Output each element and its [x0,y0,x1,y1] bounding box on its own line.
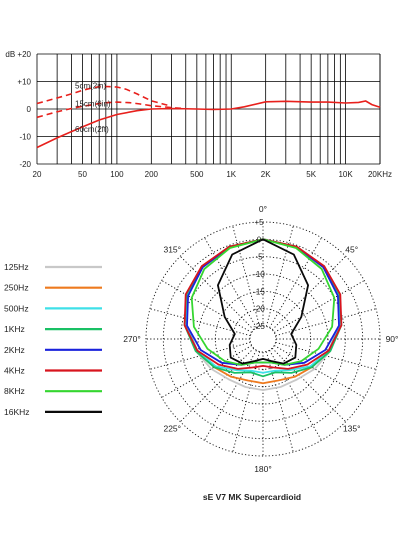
polar-spoke [275,308,377,337]
freq-x-tick-label: 500 [190,170,204,179]
polar-angle-label: 315° [163,244,181,254]
polar-spoke [274,345,365,398]
freq-x-tick-label: 50 [78,170,87,179]
legend: 125Hz 250Hz 500Hz 1KHz 2KHz 4KHz 8KHz 16KHz [4,262,102,417]
polar-series-line [190,238,336,366]
freq-y-tick-label: +10 [17,78,31,87]
polar-ring-label: -15 [253,287,265,296]
polar-series-line [217,238,309,365]
polar-angle-label: 135° [343,424,361,434]
polar-ring-label: -25 [253,322,265,331]
legend-label: 8KHz [4,386,25,396]
polar-spoke [161,345,252,398]
polar-spoke [204,237,257,328]
polar-spoke [161,280,252,333]
polar-angle-labels: 0° 45° 90° 135° 180° 225° 270° 315° [123,204,398,474]
freq-series-lines [36,85,381,149]
polar-angle-label: 180° [254,464,272,474]
freq-x-tick-label: 2K [261,170,271,179]
freq-x-tick-label: 100 [110,170,124,179]
freq-series-label: 15cm(6in) [75,100,111,109]
polar-spoke [179,255,255,331]
polar-spoke [271,255,347,331]
polar-ring-label: -10 [253,270,265,279]
polar-ring-label: 0 [257,235,262,244]
freq-y-tick-label: -10 [19,133,31,142]
polar-spoke [269,237,322,328]
freq-x-tick-label: 10K [338,170,353,179]
freq-tick-labels: 20 50 100 200 500 1K 2K 5K 10K 20KHz dB +20 +10 0 -10… [5,50,392,179]
chart-title: sE V7 MK Supercardioid [203,492,301,502]
polar-angle-label: 225° [163,424,181,434]
polar-grid [145,221,381,457]
polar-spoke [265,351,294,453]
polar-series-line [183,238,343,370]
legend-label: 2KHz [4,345,25,355]
legend-label: 500Hz [4,303,29,313]
freq-series-label: 5cm(2in) [75,82,106,91]
freq-x-tick-label: 5K [306,170,316,179]
legend-label: 1KHz [4,324,25,334]
freq-x-tick-label: 20 [33,170,42,179]
freq-series-line [36,101,186,119]
legend-label: 250Hz [4,283,29,293]
legend-label: 4KHz [4,366,25,376]
polar-spoke [232,351,261,453]
polar-ring [180,256,346,422]
polar-ring-label: -5 [255,253,263,262]
freq-series-line [36,100,381,149]
legend-label: 16KHz [4,407,30,417]
polar-spoke [204,350,257,441]
polar-spoke [232,225,261,327]
freq-x-tick-label: 200 [145,170,159,179]
polar-series-lines [183,238,343,391]
polar-angle-label: 0° [259,204,267,214]
freq-y-tick-label: dB +20 [5,50,31,59]
polar-spoke [274,280,365,333]
polar-spoke [271,347,347,423]
polar-spoke [265,225,294,327]
freq-x-tick-label: 20KHz [368,170,392,179]
polar-ring-label: +5 [254,218,264,227]
freq-series-label: 60cm(2ft) [75,125,109,134]
legend-label: 125Hz [4,262,29,272]
polar-ring-label: -20 [253,305,265,314]
polar-ring [145,221,381,457]
polar-series-line [185,238,341,374]
freq-y-tick-label: 0 [27,105,32,114]
polar-angle-label: 45° [345,244,358,254]
polar-ring-labels: +5 0 -5 -10 -15 -20 -25 [253,218,265,331]
polar-spoke [269,350,322,441]
frequency-response-chart: 20 50 100 200 500 1K 2K 5K 10K 20KHz dB +20 +10 0 -10… [5,50,392,179]
polar-angle-label: 90° [386,334,399,344]
freq-series-labels: 5cm(2in) 15cm(6in) 60cm(2ft) [75,82,111,134]
freq-y-tick-label: -20 [19,160,31,169]
freq-x-tick-label: 1K [226,170,236,179]
polar-spoke [149,308,251,337]
freq-series-line [36,85,172,108]
polar-spoke [179,347,255,423]
polar-angle-label: 270° [123,334,141,344]
polar-ring [162,238,364,440]
